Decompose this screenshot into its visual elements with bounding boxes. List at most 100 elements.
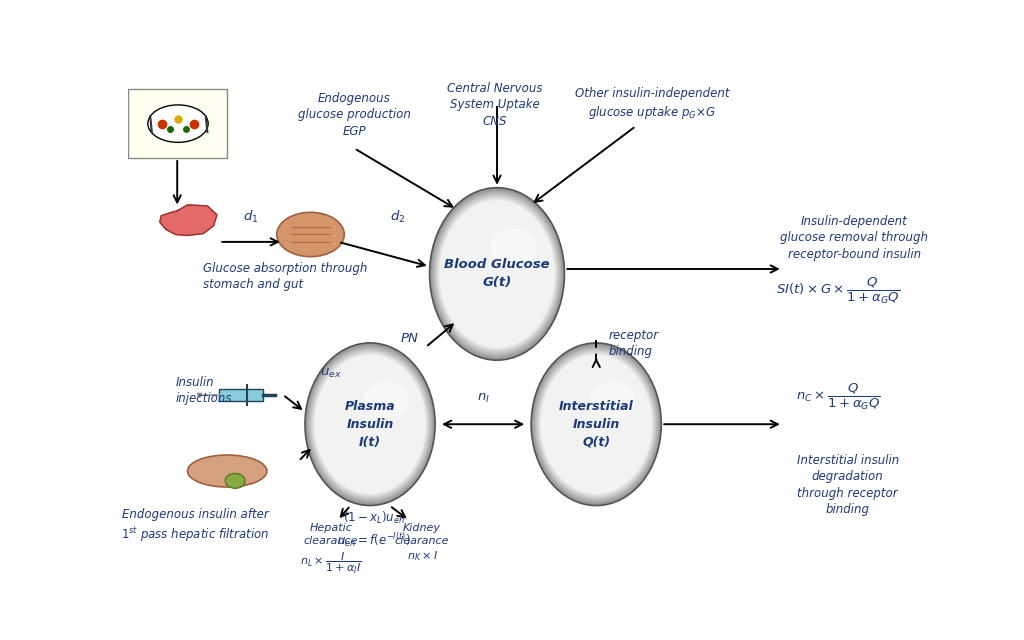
Ellipse shape xyxy=(432,191,561,356)
Text: Other insulin-independent
glucose uptake $p_G$$\times$$G$: Other insulin-independent glucose uptake… xyxy=(574,86,729,121)
Ellipse shape xyxy=(536,349,656,500)
Ellipse shape xyxy=(307,346,432,502)
Ellipse shape xyxy=(312,353,427,496)
Ellipse shape xyxy=(432,191,562,357)
Ellipse shape xyxy=(434,194,560,354)
Ellipse shape xyxy=(313,354,426,495)
Text: $u_{ex}$: $u_{ex}$ xyxy=(319,367,341,380)
Ellipse shape xyxy=(539,352,653,496)
Text: Central Nervous
System Uptake
CNS: Central Nervous System Uptake CNS xyxy=(446,82,543,128)
Ellipse shape xyxy=(309,348,431,500)
Ellipse shape xyxy=(439,200,554,348)
Ellipse shape xyxy=(314,355,425,493)
Ellipse shape xyxy=(536,349,656,499)
Ellipse shape xyxy=(435,195,559,353)
Ellipse shape xyxy=(314,355,426,493)
FancyBboxPatch shape xyxy=(128,89,227,158)
Ellipse shape xyxy=(311,351,428,497)
Ellipse shape xyxy=(308,347,432,502)
Ellipse shape xyxy=(312,352,428,497)
Text: $n_C\times\dfrac{Q}{1+\alpha_G Q}$: $n_C\times\dfrac{Q}{1+\alpha_G Q}$ xyxy=(796,382,881,412)
Ellipse shape xyxy=(537,349,656,499)
Ellipse shape xyxy=(539,352,654,497)
Ellipse shape xyxy=(306,345,433,504)
Ellipse shape xyxy=(309,349,430,500)
Ellipse shape xyxy=(535,348,657,501)
Ellipse shape xyxy=(306,344,434,504)
Bar xyxy=(219,388,263,401)
Ellipse shape xyxy=(305,343,435,506)
Text: Endogenous
glucose production
EGP: Endogenous glucose production EGP xyxy=(298,92,411,138)
Ellipse shape xyxy=(531,343,662,506)
Text: Plasma
Insulin
I(t): Plasma Insulin I(t) xyxy=(345,400,395,449)
Ellipse shape xyxy=(531,344,660,505)
Text: Kidney
clearance
$n_K\times I$: Kidney clearance $n_K\times I$ xyxy=(395,523,450,563)
Ellipse shape xyxy=(433,193,560,355)
Ellipse shape xyxy=(438,199,555,349)
Ellipse shape xyxy=(432,191,562,356)
Ellipse shape xyxy=(590,381,635,418)
Text: $n_I$: $n_I$ xyxy=(477,392,489,404)
Ellipse shape xyxy=(310,350,430,499)
Polygon shape xyxy=(160,205,217,236)
Text: Endogenous insulin after
$1^{st}$ pass hepatic filtration: Endogenous insulin after $1^{st}$ pass h… xyxy=(121,508,269,544)
Ellipse shape xyxy=(435,195,559,353)
Ellipse shape xyxy=(311,350,429,498)
Ellipse shape xyxy=(538,351,655,498)
Ellipse shape xyxy=(187,455,267,487)
Ellipse shape xyxy=(536,348,657,500)
Text: $PN$: $PN$ xyxy=(400,332,420,345)
Ellipse shape xyxy=(438,199,556,349)
Ellipse shape xyxy=(535,347,658,502)
Ellipse shape xyxy=(306,344,434,504)
Ellipse shape xyxy=(364,381,410,418)
Ellipse shape xyxy=(276,212,344,257)
Ellipse shape xyxy=(538,351,654,497)
Ellipse shape xyxy=(534,346,658,502)
Ellipse shape xyxy=(532,344,660,504)
Ellipse shape xyxy=(536,348,657,500)
Ellipse shape xyxy=(312,352,428,496)
Ellipse shape xyxy=(311,351,429,497)
Ellipse shape xyxy=(431,190,562,358)
Ellipse shape xyxy=(430,188,564,360)
Text: Insulin
injections: Insulin injections xyxy=(176,376,232,406)
Ellipse shape xyxy=(433,192,561,356)
Ellipse shape xyxy=(431,190,563,358)
Ellipse shape xyxy=(437,198,556,350)
Ellipse shape xyxy=(310,349,430,499)
Ellipse shape xyxy=(534,346,659,502)
Ellipse shape xyxy=(308,348,431,501)
Ellipse shape xyxy=(311,351,429,498)
Ellipse shape xyxy=(540,353,653,495)
Ellipse shape xyxy=(439,200,555,348)
Ellipse shape xyxy=(437,198,557,350)
Ellipse shape xyxy=(430,188,564,360)
Ellipse shape xyxy=(314,355,426,494)
Ellipse shape xyxy=(541,355,651,493)
Ellipse shape xyxy=(540,353,653,495)
Text: Glucose absorption through
stomach and gut: Glucose absorption through stomach and g… xyxy=(204,262,368,291)
Ellipse shape xyxy=(490,228,538,268)
Ellipse shape xyxy=(305,343,435,505)
Text: Hepatic
clearance
$n_L\times\dfrac{I}{1+\alpha_I I}$: Hepatic clearance $n_L\times\dfrac{I}{1+… xyxy=(300,523,361,576)
Ellipse shape xyxy=(307,346,433,502)
Ellipse shape xyxy=(538,351,654,497)
Text: Blood Glucose
G(t): Blood Glucose G(t) xyxy=(444,259,550,289)
Ellipse shape xyxy=(434,194,559,354)
Ellipse shape xyxy=(438,198,556,349)
Ellipse shape xyxy=(435,195,558,353)
Ellipse shape xyxy=(532,344,660,504)
Text: Insulin-dependent
glucose removal through
receptor-bound insulin: Insulin-dependent glucose removal throug… xyxy=(780,215,928,260)
Ellipse shape xyxy=(541,355,652,493)
Ellipse shape xyxy=(439,200,555,348)
Circle shape xyxy=(147,105,208,142)
Ellipse shape xyxy=(431,189,563,358)
Ellipse shape xyxy=(433,193,561,355)
Ellipse shape xyxy=(541,355,652,494)
Ellipse shape xyxy=(535,347,658,502)
Ellipse shape xyxy=(537,350,655,498)
Ellipse shape xyxy=(313,353,427,495)
Ellipse shape xyxy=(305,344,434,505)
Ellipse shape xyxy=(307,346,433,503)
